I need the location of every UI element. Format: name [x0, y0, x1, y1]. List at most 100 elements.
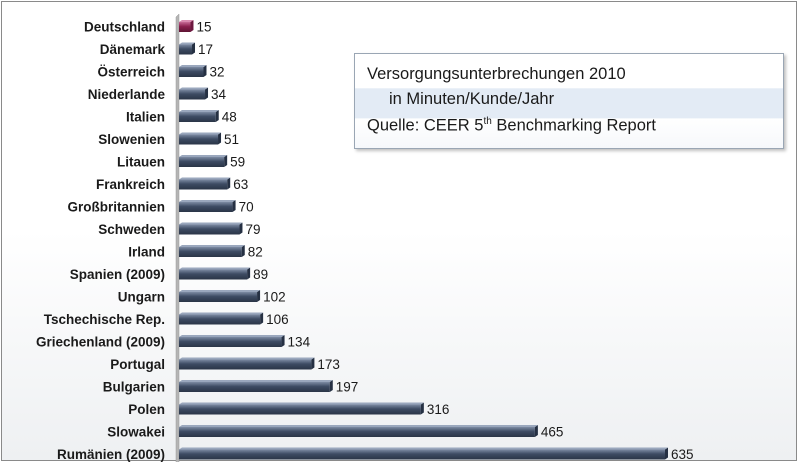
- bar: [179, 404, 421, 415]
- info-source: Quelle: CEER 5th Benchmarking Report: [367, 116, 656, 136]
- bar-row: Italien 48: [126, 110, 237, 125]
- bar-cap: [329, 380, 333, 392]
- bar: [179, 224, 240, 235]
- category-label: Spanien (2009): [70, 267, 165, 282]
- category-label: Großbritannien: [68, 200, 166, 215]
- bar-cap: [239, 222, 243, 235]
- bar-row: Portugal 173: [110, 357, 340, 372]
- bar-cap: [311, 357, 315, 370]
- bar-row: Litauen 59: [117, 155, 245, 170]
- bar: [179, 22, 191, 32]
- bar-top: [179, 380, 333, 382]
- bar-row: Deutschland 15: [84, 20, 212, 35]
- bar-cap: [190, 20, 194, 32]
- bar: [179, 89, 206, 100]
- info-box: Versorgungsunterbrechungen 2010 in Minut…: [354, 53, 784, 149]
- category-label: Bulgarien: [103, 380, 165, 395]
- info-source-sup: th: [483, 116, 492, 127]
- value-label: 316: [427, 402, 450, 417]
- bar-top: [179, 155, 228, 157]
- category-label: Slowakei: [107, 425, 165, 440]
- bar-row: Slowenien 51: [98, 132, 239, 147]
- value-label: 79: [245, 222, 260, 237]
- bar: [179, 112, 216, 122]
- bar: [179, 427, 535, 437]
- bar-row: Österreich 32: [97, 65, 224, 80]
- bar-top: [179, 222, 243, 225]
- bar-top: [179, 447, 668, 450]
- value-label: 70: [239, 200, 254, 215]
- value-label: 63: [233, 177, 248, 192]
- bar-top: [179, 312, 264, 315]
- bar-top: [179, 42, 196, 45]
- value-label: 51: [224, 132, 239, 147]
- value-label: 197: [336, 380, 359, 395]
- bar-cap: [205, 87, 209, 100]
- bar-top: [179, 402, 424, 405]
- value-label: 102: [263, 290, 286, 305]
- bar: [179, 157, 225, 167]
- bar-row: Griechenland (2009) 134: [36, 335, 311, 350]
- bar-cap: [247, 267, 251, 280]
- category-label: Dänemark: [100, 42, 166, 57]
- bar-row: Spanien (2009) 89: [70, 267, 268, 282]
- category-label: Slowenien: [98, 132, 165, 147]
- info-source-prefix: Quelle: CEER 5: [367, 116, 484, 135]
- bar-row: Bulgarien 197: [103, 380, 359, 395]
- bar-top: [179, 177, 231, 180]
- bar-top: [179, 290, 261, 292]
- category-label: Österreich: [97, 65, 165, 80]
- bar-top: [179, 267, 251, 270]
- info-subtitle: in Minuten/Kunde/Jahr: [389, 90, 555, 108]
- value-label: 48: [222, 110, 237, 125]
- bar: [179, 134, 219, 145]
- bar-cap: [232, 200, 236, 212]
- category-label: Frankreich: [96, 177, 165, 192]
- bar-row: Niederlande 34: [88, 87, 227, 102]
- bar: [179, 247, 242, 257]
- bar-cap: [420, 402, 424, 415]
- bar-top: [179, 425, 538, 427]
- value-label: 106: [266, 312, 289, 327]
- bar-cap: [257, 290, 261, 302]
- bar: [179, 359, 312, 370]
- category-label: Deutschland: [84, 20, 165, 35]
- bar-cap: [260, 312, 264, 325]
- value-label: 34: [211, 87, 227, 102]
- bar-row: Großbritannien 70: [68, 200, 254, 215]
- bar-row: Dänemark 17: [100, 42, 213, 57]
- bar: [179, 314, 261, 325]
- category-label: Litauen: [117, 155, 165, 170]
- category-label: Griechenland (2009): [36, 335, 165, 350]
- bar-top: [179, 132, 222, 135]
- bar-cap: [218, 132, 222, 145]
- bar-cap: [192, 42, 196, 55]
- bar-cap: [227, 177, 231, 190]
- category-label: Irland: [128, 245, 165, 260]
- bar-cap: [665, 447, 668, 460]
- bar: [179, 337, 282, 347]
- bar: [179, 449, 665, 460]
- bar-cap: [203, 65, 207, 77]
- bar: [179, 44, 193, 55]
- y-axis-wall: [175, 13, 180, 462]
- bar-top: [179, 245, 245, 247]
- bar-row: Polen 316: [128, 402, 449, 417]
- bar-row: Frankreich 63: [96, 177, 248, 192]
- bar-row: Schweden 79: [98, 222, 260, 237]
- bar-cap: [281, 335, 285, 347]
- value-label: 89: [253, 267, 268, 282]
- bar-top: [179, 357, 315, 360]
- bar-cap: [534, 425, 538, 437]
- info-title: Versorgungsunterbrechungen 2010: [367, 65, 626, 83]
- category-label: Schweden: [98, 222, 165, 237]
- bar-top: [179, 335, 285, 337]
- bar: [179, 67, 204, 77]
- bar-top: [179, 65, 207, 67]
- bar-row: Tschechische Rep. 106: [44, 312, 289, 327]
- bar-row: Ungarn 102: [118, 290, 286, 305]
- value-label: 59: [230, 155, 245, 170]
- bar-row: Slowakei 465: [107, 425, 563, 440]
